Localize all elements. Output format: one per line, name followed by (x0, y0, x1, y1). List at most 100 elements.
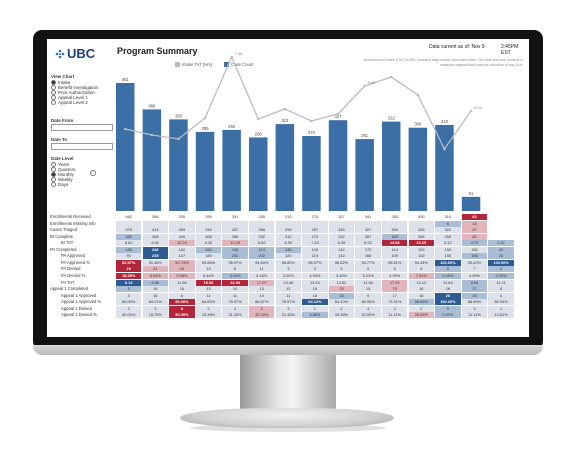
monitor-stand-base (180, 408, 394, 428)
date-from-input[interactable] (51, 124, 113, 131)
table-cell: 10 (249, 292, 275, 299)
table-cell: 291 (231, 214, 239, 219)
table-cell: 18 (435, 286, 461, 293)
table-cell: 7.41% (408, 272, 434, 279)
table-cell: 2 (408, 305, 434, 312)
date-level-radio[interactable] (51, 172, 56, 177)
date-level-option[interactable]: Days (51, 182, 76, 187)
table-cell: 9 (355, 292, 381, 299)
monitor-chin (33, 345, 543, 355)
table-cell: 95.61% (382, 259, 408, 266)
table-cell: 13.46 (275, 279, 301, 286)
table-cell: 8 (169, 292, 195, 299)
table-cell: 16 (328, 292, 355, 299)
table-cell: 11.96 (169, 279, 195, 286)
table-cell: 5.23% (355, 272, 381, 279)
table-cell: 3.40% (328, 272, 355, 279)
table-cell: 6.96 (142, 279, 168, 286)
view-chart-filter: View Chart Intake Benefit Investigation Pr… (51, 74, 99, 105)
bar-value-label: 313 (281, 118, 289, 123)
table-cell: 225 (142, 253, 168, 260)
table-cell: 20 (116, 266, 142, 273)
logo-text: UBC (67, 46, 96, 61)
legend-item-cases: Case Count (224, 62, 253, 67)
table-cell: 11.65 (355, 279, 381, 286)
table-cell: 1 (488, 305, 514, 312)
intake-tat-point (443, 147, 446, 151)
legend-label-tat: Intake TAT (Hrs) (182, 62, 213, 67)
table-cell: 5 (249, 305, 275, 312)
settings-icon[interactable] (90, 170, 96, 176)
table-row: PA Denied 20 21 15 13 6 11 3 3 5 9 5 6 0 7 0 (47, 266, 529, 273)
table-row: BI Complete 460 368 449 308 356 292 310 275 332 38… (47, 233, 529, 241)
bar-value-label: 300 (414, 122, 422, 127)
table-cell: 12 (275, 286, 301, 293)
table-cell: 310 (444, 214, 452, 219)
table-cell: 24 (461, 292, 488, 299)
table-cell: 16 (408, 286, 434, 293)
intake-tat-point (203, 116, 207, 120)
table-cell: 82.57% (116, 259, 142, 266)
table-cell: 156 (461, 253, 488, 260)
table-cell: 3.03% (222, 272, 248, 279)
date-to-filter: Date To (51, 137, 113, 150)
table-cell: 6.44% (195, 272, 222, 279)
table-cell: 114 (382, 246, 408, 253)
date-level-radio[interactable] (51, 182, 56, 187)
table-cell: 13 (195, 286, 222, 293)
table-cell: 16 (169, 286, 195, 293)
view-chart-option[interactable]: Intake (51, 80, 99, 85)
intake-tat-point (256, 117, 260, 121)
table-row: Cases Triaged 476 414 409 345 287 268 295 287 316… (47, 227, 529, 234)
tat-value-label: 6.59 (474, 105, 483, 110)
view-chart-radio[interactable] (51, 90, 56, 95)
table-cell: 0.00% (435, 272, 461, 279)
table-cell: 0 (488, 266, 514, 273)
date-from-filter: Date From (51, 118, 113, 131)
table-cell: 80.00% (116, 299, 142, 306)
table-cell: 84.62% (195, 299, 222, 306)
date-level-option[interactable]: Years (51, 162, 76, 167)
case-count-bar (249, 137, 268, 211)
case-count-bar (328, 120, 348, 211)
table-cell: 460 (116, 233, 142, 240)
table-cell: 11.21 (488, 279, 514, 286)
date-level-option[interactable]: Quarters (51, 167, 76, 172)
view-chart-option[interactable]: Benefit Investigation (51, 85, 99, 90)
table-cell: 313 (285, 214, 292, 219)
date-level-option[interactable]: Monthly (51, 172, 76, 177)
view-chart-radio[interactable] (51, 95, 56, 100)
table-cell: 130 (275, 246, 301, 253)
view-chart-option[interactable]: Prior Authorization (51, 90, 99, 95)
legend-label-cases: Case Count (231, 62, 254, 67)
table-cell: 3 (461, 305, 488, 312)
bar-value-label: 322 (388, 116, 396, 121)
row-label: PA Completed (50, 246, 77, 252)
view-chart-radio[interactable] (51, 80, 56, 85)
table-cell: 13.53 (302, 279, 328, 286)
intake-tat-point (123, 127, 127, 131)
table-cell: 142 (328, 253, 355, 260)
intake-tat-point (416, 93, 420, 97)
date-level-radio[interactable] (51, 162, 56, 167)
table-cell: 300 (418, 214, 425, 219)
table-cell: 330 (178, 214, 186, 219)
table-cell: 96.97% (302, 259, 328, 266)
view-chart-radio[interactable] (51, 100, 56, 105)
tat-value-label: 9.66 (368, 80, 377, 85)
table-cell: 327 (355, 227, 381, 234)
table-cell: 15 (142, 292, 168, 299)
table-cell: 20.00% (355, 312, 381, 319)
table-cell: 476 (116, 227, 142, 234)
table-row: BI TAT 8.62 6.92 12.29 9.30 12.29 6.92 6.90 7.43… (47, 240, 529, 247)
view-chart-option[interactable]: Appeal Level 1 (51, 95, 99, 100)
table-cell: 14.68 (382, 240, 408, 247)
date-level-option[interactable]: Weekly (51, 177, 76, 182)
date-level-radio[interactable] (51, 177, 56, 182)
date-to-input[interactable] (51, 143, 113, 150)
table-cell: 94.12% (302, 299, 328, 306)
date-level-radio[interactable] (51, 167, 56, 172)
row-label: BI TAT (61, 240, 74, 246)
view-chart-radio[interactable] (51, 85, 56, 90)
view-chart-option[interactable]: Appeal Level 2 (51, 100, 99, 105)
